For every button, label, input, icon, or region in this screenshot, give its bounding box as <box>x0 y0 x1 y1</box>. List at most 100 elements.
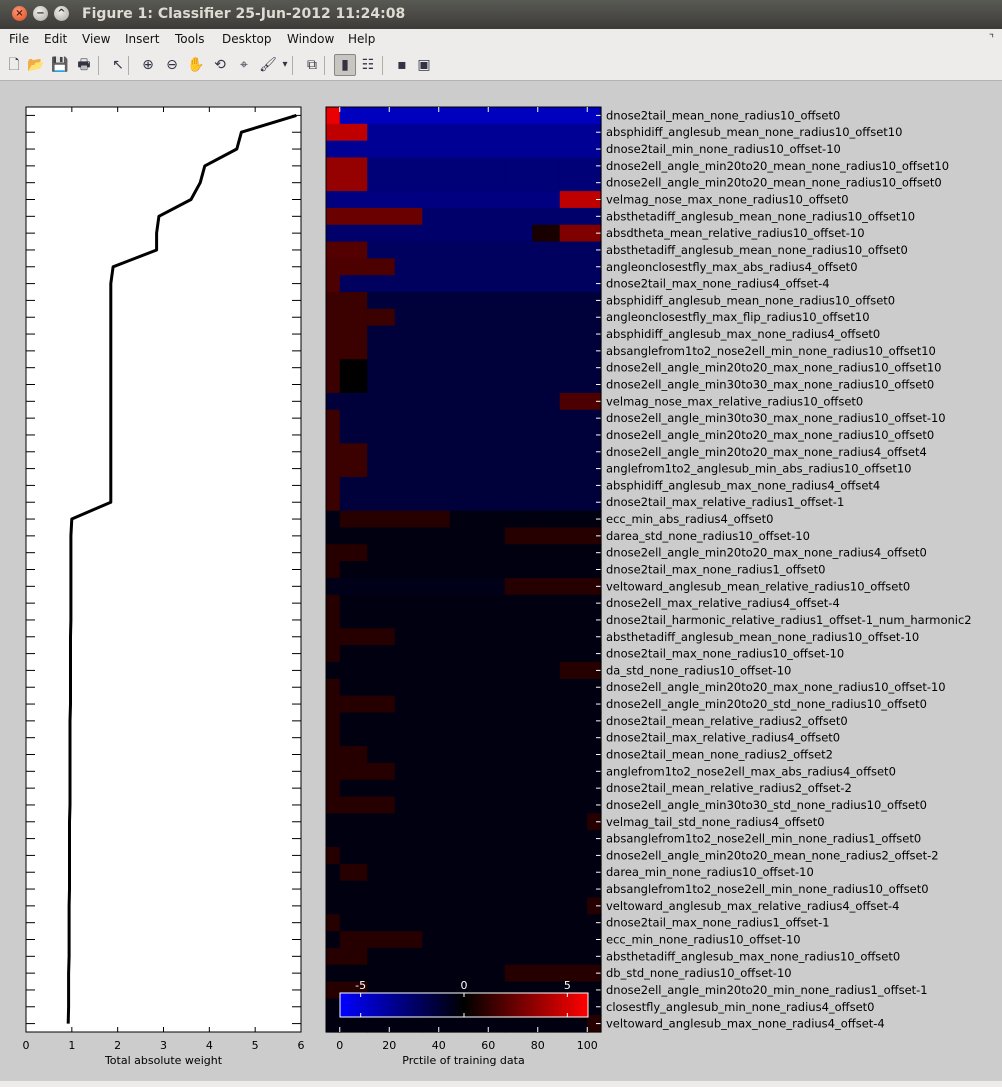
heatmap-cell <box>367 207 396 226</box>
heatmap-cell <box>559 292 588 310</box>
insert-colorbar-icon[interactable]: ▮ <box>334 54 356 76</box>
heatmap-cell <box>449 527 478 545</box>
menu-bar: File Edit View Insert Tools Desktop Wind… <box>0 29 1002 51</box>
heatmap-cell <box>339 191 368 209</box>
insert-legend-icon[interactable]: ☷ <box>361 57 375 73</box>
heatmap-cell <box>449 460 478 478</box>
feature-label: dnose2tail_mean_none_radius10_offset0 <box>606 108 840 122</box>
heatmap-axes: dnose2tail_mean_none_radius10_offset0abs… <box>325 106 972 1067</box>
heatmap-cell <box>559 460 588 478</box>
maximize-window-button[interactable]: ^ <box>54 6 69 21</box>
heatmap-cell <box>326 762 341 781</box>
feature-label: angleonclosestfly_max_abs_radius4_offset… <box>606 260 858 274</box>
zoom-out-icon[interactable]: ⊖ <box>166 57 178 73</box>
heatmap-cell <box>422 729 451 747</box>
heatmap-cell <box>449 1015 478 1033</box>
menu-file[interactable]: File <box>9 32 30 46</box>
open-file-icon[interactable]: 📂 <box>27 57 45 73</box>
heatmap-cell <box>326 409 341 428</box>
feature-label: dnose2ell_angle_min20to20_mean_none_radi… <box>606 159 949 173</box>
heatmap-cell <box>422 275 451 293</box>
heatmap-cell <box>587 207 602 226</box>
show-plot-tools-icon[interactable]: ▣ <box>417 57 431 73</box>
menu-help[interactable]: Help <box>348 32 376 46</box>
heatmap-cell <box>532 308 561 327</box>
feature-label: absanglefrom1to2_nose2ell_min_none_radiu… <box>606 832 921 846</box>
heatmap-cell <box>449 191 478 209</box>
menu-desktop[interactable]: Desktop <box>222 32 272 46</box>
heatmap-cell <box>477 796 506 814</box>
heatmap-cell <box>532 628 561 646</box>
heatmap-cell <box>422 762 451 781</box>
heatmap-cell <box>449 628 478 646</box>
heatmap-cell <box>326 207 341 226</box>
heatmap-cell <box>587 292 602 310</box>
feature-label: absphidiff_anglesub_max_none_radius4_off… <box>606 327 880 341</box>
heatmap-cell <box>339 762 368 781</box>
figure-toolbar: 🗋 📂 💾 🖶 ↖ ⊕ ⊖ ✋ ⟲ ⌖ 🖌 ▾ ⧉ ▮ ☷ ▪ ▣ <box>0 51 1002 81</box>
colorbar-tick-label: 0 <box>461 979 468 992</box>
heatmap-cell <box>587 224 602 243</box>
heatmap-cell <box>339 123 368 142</box>
heatmap-cell <box>394 880 423 899</box>
menu-insert[interactable]: Insert <box>125 32 160 46</box>
heatmap-cell <box>449 561 478 579</box>
heatmap-cell <box>339 561 368 579</box>
heatmap-cell <box>394 191 423 209</box>
menu-view[interactable]: View <box>82 32 111 46</box>
heatmap-cell <box>449 863 478 882</box>
colorbar-tick-label: -5 <box>355 979 366 992</box>
feature-label: veltoward_anglesub_mean_relative_radius1… <box>606 579 910 593</box>
hide-plot-tools-icon[interactable]: ▪ <box>397 57 407 73</box>
heatmap-cell <box>422 107 451 125</box>
heatmap-cell <box>367 796 396 814</box>
menu-edit[interactable]: Edit <box>44 32 68 46</box>
heatmap-cell <box>532 779 561 798</box>
edit-plot-icon[interactable]: ↖ <box>112 57 124 73</box>
feature-label: dnose2ell_angle_min20to20_max_none_radiu… <box>606 361 941 375</box>
print-figure-icon[interactable]: 🖶 <box>77 57 91 73</box>
link-plot-icon[interactable]: ⧉ <box>307 57 317 73</box>
heatmap-cell <box>367 275 396 293</box>
heatmap-cell <box>394 947 423 966</box>
heatmap-cell <box>504 191 533 209</box>
heatmap-cell <box>532 123 561 142</box>
feature-label: dnose2tail_min_none_radius10_offset-10 <box>606 142 841 156</box>
x-axis-label: Prctile of training data <box>402 1054 524 1067</box>
pan-icon[interactable]: ✋ <box>187 57 205 73</box>
heatmap-cell <box>477 779 506 798</box>
heatmap-cell <box>504 527 533 545</box>
feature-label: dnose2tail_max_relative_radius1_offset-1 <box>606 495 844 509</box>
brush-icon[interactable]: 🖌 <box>259 57 277 73</box>
heatmap-cell <box>339 594 368 613</box>
heatmap-cell <box>559 779 588 798</box>
heatmap-cell <box>394 409 423 428</box>
menubar-grip-icon[interactable]: ⌝ <box>988 32 994 45</box>
heatmap-cell <box>367 308 396 327</box>
menu-tools[interactable]: Tools <box>175 32 205 46</box>
heatmap-cell <box>449 931 478 949</box>
heatmap-cell <box>339 813 368 831</box>
heatmap-cell <box>477 611 506 629</box>
heatmap-cell <box>477 695 506 714</box>
heatmap-cell <box>559 207 588 226</box>
close-window-button[interactable]: × <box>12 6 27 21</box>
heatmap-cell <box>422 964 451 983</box>
heatmap-cell <box>422 443 451 461</box>
zoom-in-icon[interactable]: ⊕ <box>142 57 154 73</box>
menu-window[interactable]: Window <box>287 32 335 46</box>
new-figure-icon[interactable]: 🗋 <box>8 57 20 73</box>
heatmap-cell <box>449 796 478 814</box>
data-cursor-icon[interactable]: ⌖ <box>240 57 248 73</box>
heatmap-cell <box>504 359 533 377</box>
heatmap-cell <box>394 510 423 529</box>
brush-menu-icon[interactable]: ▾ <box>282 59 288 70</box>
minimize-window-button[interactable]: − <box>33 6 48 21</box>
save-figure-icon[interactable]: 💾 <box>51 57 69 73</box>
heatmap-cell <box>326 863 341 882</box>
heatmap-cell <box>449 544 478 562</box>
heatmap-cell <box>587 914 602 932</box>
rotate-3d-icon[interactable]: ⟲ <box>214 57 226 73</box>
heatmap-cell <box>339 1015 368 1033</box>
